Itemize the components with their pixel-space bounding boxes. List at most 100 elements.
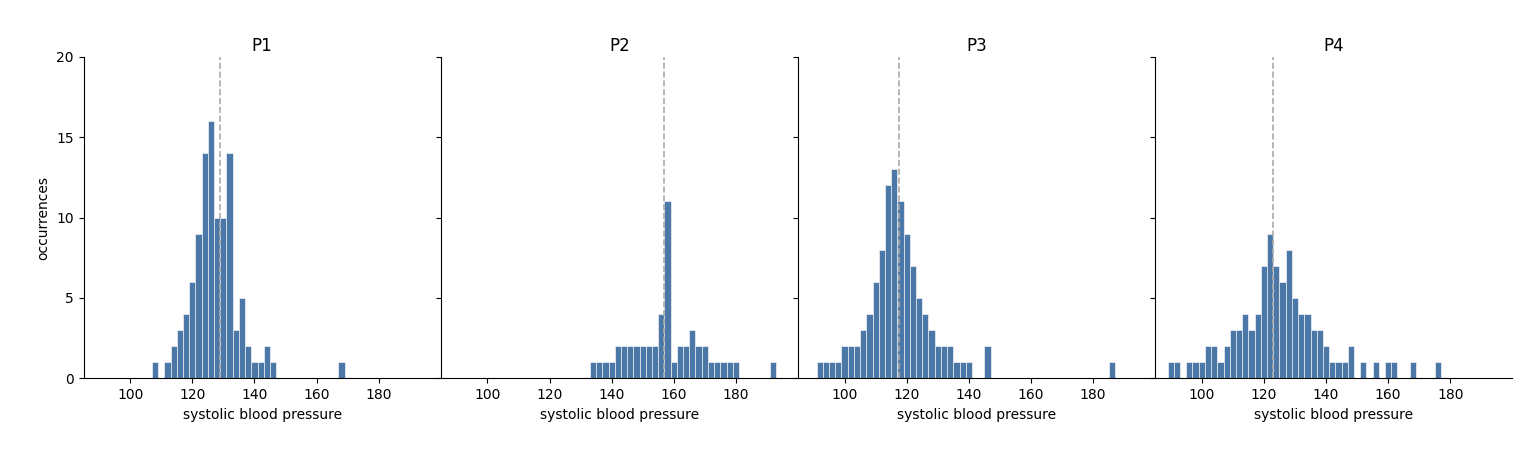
Bar xyxy=(1205,346,1211,378)
Bar xyxy=(196,234,202,378)
Bar xyxy=(860,330,866,378)
Bar xyxy=(1435,362,1441,378)
Bar xyxy=(885,185,891,378)
Bar xyxy=(640,346,646,378)
Bar xyxy=(903,234,910,378)
Bar xyxy=(188,282,196,378)
Bar xyxy=(664,201,670,378)
Bar xyxy=(822,362,828,378)
Bar xyxy=(676,346,682,378)
Bar xyxy=(1391,362,1397,378)
Bar xyxy=(220,218,226,378)
Bar xyxy=(842,346,848,378)
Bar xyxy=(1348,346,1354,378)
Bar xyxy=(646,346,652,378)
Bar xyxy=(1218,362,1224,378)
Bar xyxy=(602,362,608,378)
Bar xyxy=(733,362,739,378)
Bar xyxy=(1224,346,1230,378)
Bar xyxy=(670,362,676,378)
Bar xyxy=(1242,314,1248,378)
Bar xyxy=(891,169,897,378)
Bar xyxy=(702,346,708,378)
Bar xyxy=(708,362,714,378)
Bar xyxy=(239,298,245,378)
Bar xyxy=(226,153,233,378)
Bar xyxy=(1298,314,1304,378)
Title: P3: P3 xyxy=(967,37,986,55)
Bar xyxy=(628,346,634,378)
Bar xyxy=(866,314,872,378)
Bar xyxy=(1373,362,1379,378)
Bar xyxy=(720,362,727,378)
Bar xyxy=(1167,362,1173,378)
Bar xyxy=(208,121,214,378)
Bar xyxy=(1230,330,1236,378)
Bar xyxy=(251,362,257,378)
Bar xyxy=(1236,330,1242,378)
Bar xyxy=(590,362,596,378)
Bar xyxy=(264,346,271,378)
Bar xyxy=(1193,362,1199,378)
Bar xyxy=(271,362,277,378)
Bar xyxy=(658,314,664,378)
Bar xyxy=(1411,362,1417,378)
Title: P4: P4 xyxy=(1324,37,1344,55)
X-axis label: systolic blood pressure: systolic blood pressure xyxy=(182,408,342,421)
Bar xyxy=(1286,250,1292,378)
X-axis label: systolic blood pressure: systolic blood pressure xyxy=(897,408,1056,421)
X-axis label: systolic blood pressure: systolic blood pressure xyxy=(540,408,699,421)
Bar xyxy=(854,346,860,378)
Title: P2: P2 xyxy=(610,37,629,55)
Bar xyxy=(689,330,696,378)
Bar xyxy=(652,346,658,378)
Bar xyxy=(257,362,264,378)
Bar xyxy=(682,346,689,378)
Bar xyxy=(614,346,622,378)
Bar xyxy=(1316,330,1322,378)
Bar xyxy=(959,362,965,378)
Bar xyxy=(929,330,935,378)
Bar xyxy=(836,362,842,378)
Bar xyxy=(608,362,614,378)
Bar xyxy=(1248,330,1254,378)
Bar xyxy=(182,314,188,378)
Bar xyxy=(1254,314,1260,378)
Bar xyxy=(1385,362,1391,378)
Bar xyxy=(1322,346,1328,378)
Bar xyxy=(1186,362,1193,378)
Bar xyxy=(872,282,879,378)
Bar xyxy=(771,362,777,378)
Bar xyxy=(1199,362,1205,378)
Bar xyxy=(816,362,822,378)
Bar xyxy=(965,362,971,378)
Bar xyxy=(176,330,182,378)
Bar xyxy=(935,346,941,378)
Bar xyxy=(1274,266,1280,378)
Bar xyxy=(917,298,923,378)
Bar xyxy=(828,362,836,378)
Bar xyxy=(1310,330,1316,378)
Bar xyxy=(596,362,602,378)
Bar xyxy=(622,346,628,378)
Y-axis label: occurrences: occurrences xyxy=(36,175,50,260)
Bar xyxy=(339,362,345,378)
Bar xyxy=(879,250,885,378)
Bar xyxy=(985,346,991,378)
Bar xyxy=(910,266,917,378)
Bar xyxy=(727,362,733,378)
Bar xyxy=(923,314,929,378)
Bar xyxy=(897,201,903,378)
Bar xyxy=(202,153,208,378)
Bar xyxy=(1328,362,1336,378)
Bar xyxy=(1292,298,1298,378)
Bar xyxy=(1342,362,1348,378)
Bar xyxy=(1280,282,1286,378)
Bar xyxy=(214,218,220,378)
Bar xyxy=(1260,266,1268,378)
Bar xyxy=(1360,362,1366,378)
Bar xyxy=(634,346,640,378)
Bar xyxy=(953,362,959,378)
Bar xyxy=(233,330,239,378)
Title: P1: P1 xyxy=(252,37,272,55)
